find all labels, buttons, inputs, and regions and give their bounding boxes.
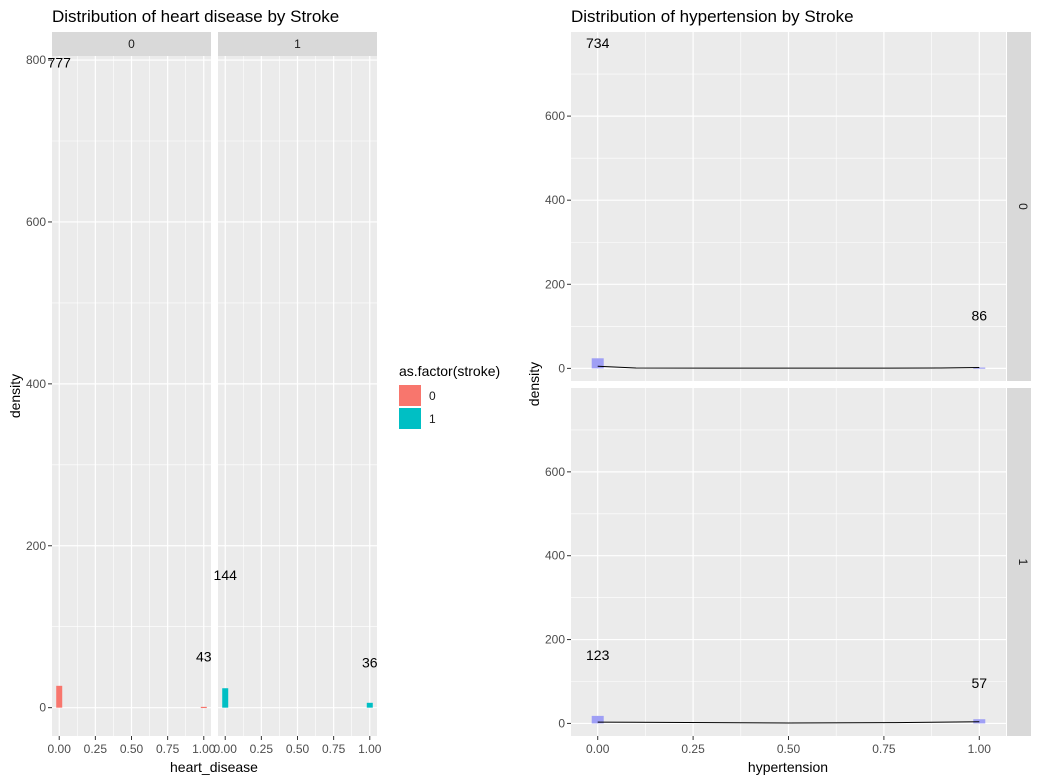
y-tick-label: 600 — [545, 465, 565, 479]
y-tick-label: 400 — [545, 549, 565, 563]
y-tick-label: 0 — [558, 716, 565, 730]
count-label: 734 — [586, 35, 610, 51]
x-tick-label: 0.25 — [84, 742, 108, 756]
facet-panel: 0 777 43 0.00 0.25 0.50 0.75 1.00 — [48, 32, 216, 756]
x-tick-label: 1.00 — [358, 742, 382, 756]
facet-panel: 123 57 1 0 200 400 600 — [545, 388, 1031, 736]
y-tick-label: 800 — [26, 53, 46, 67]
x-tick-label: 1.00 — [192, 742, 216, 756]
bar — [973, 367, 986, 369]
y-tick-label: 0 — [39, 701, 46, 715]
bar — [973, 719, 986, 724]
legend-label: 1 — [429, 412, 436, 426]
chart-title: Distribution of heart disease by Stroke — [52, 7, 339, 26]
x-tick-label: 0.25 — [681, 742, 705, 756]
bar — [200, 706, 207, 709]
y-tick-label: 400 — [26, 377, 46, 391]
bar — [591, 715, 604, 724]
x-tick-label: 0.50 — [286, 742, 310, 756]
count-label: 777 — [48, 54, 72, 70]
x-tick-label: 0.00 — [214, 742, 238, 756]
y-tick-label: 200 — [26, 539, 46, 553]
x-tick-label: 0.75 — [322, 742, 346, 756]
y-tick-label: 600 — [26, 215, 46, 229]
facet-strip-label: 1 — [1016, 559, 1030, 566]
bar — [222, 688, 229, 708]
y-tick-label: 0 — [558, 361, 565, 375]
legend-swatch — [399, 385, 421, 406]
x-tick-label: 0.50 — [777, 742, 801, 756]
count-label: 86 — [972, 307, 988, 323]
x-tick-label: 0.00 — [48, 742, 72, 756]
facet-strip — [52, 32, 211, 56]
x-tick-label: 0.00 — [586, 742, 610, 756]
facet-strip — [1007, 388, 1031, 736]
facet-strip-label: 1 — [294, 37, 301, 51]
legend-title: as.factor(stroke) — [399, 363, 500, 379]
y-axis-title: density — [526, 362, 542, 406]
x-tick-label: 0.75 — [872, 742, 896, 756]
density-line — [597, 365, 980, 369]
legend: as.factor(stroke) 0 1 — [399, 363, 500, 429]
facet-strip — [218, 32, 377, 56]
bar — [56, 685, 63, 708]
heart-disease-chart: Distribution of heart disease by Stroke 0… — [7, 7, 382, 775]
facet-panel: 734 86 0 0 200 400 600 — [545, 32, 1031, 381]
x-tick-label: 1.00 — [968, 742, 992, 756]
x-axis-title: heart_disease — [170, 759, 258, 775]
legend-label: 0 — [429, 389, 436, 403]
x-tick-label: 0.75 — [156, 742, 180, 756]
facet-strip-label: 0 — [1016, 203, 1030, 210]
count-label: 36 — [362, 654, 378, 670]
count-label: 123 — [586, 647, 610, 663]
bar — [591, 358, 604, 369]
x-tick-label: 0.25 — [250, 742, 274, 756]
y-tick-label: 200 — [545, 277, 565, 291]
count-label: 57 — [972, 675, 988, 691]
x-axis-title: hypertension — [748, 759, 828, 775]
y-axis-title: density — [7, 374, 23, 418]
facet-panel: 1 144 36 0.00 0.25 0.50 0.75 1.00 — [214, 32, 382, 756]
bar — [366, 702, 373, 708]
legend-swatch — [399, 408, 421, 429]
hypertension-chart: Distribution of hypertension by Stroke 73… — [526, 7, 1031, 775]
facet-strip — [1007, 32, 1031, 381]
count-label: 43 — [196, 649, 212, 665]
y-tick-label: 400 — [545, 193, 565, 207]
facet-strip-label: 0 — [128, 37, 135, 51]
density-line — [597, 721, 980, 724]
y-tick-label: 200 — [545, 633, 565, 647]
chart-title: Distribution of hypertension by Stroke — [571, 7, 854, 26]
y-tick-label: 600 — [545, 109, 565, 123]
x-tick-label: 0.50 — [120, 742, 144, 756]
count-label: 144 — [214, 567, 238, 583]
